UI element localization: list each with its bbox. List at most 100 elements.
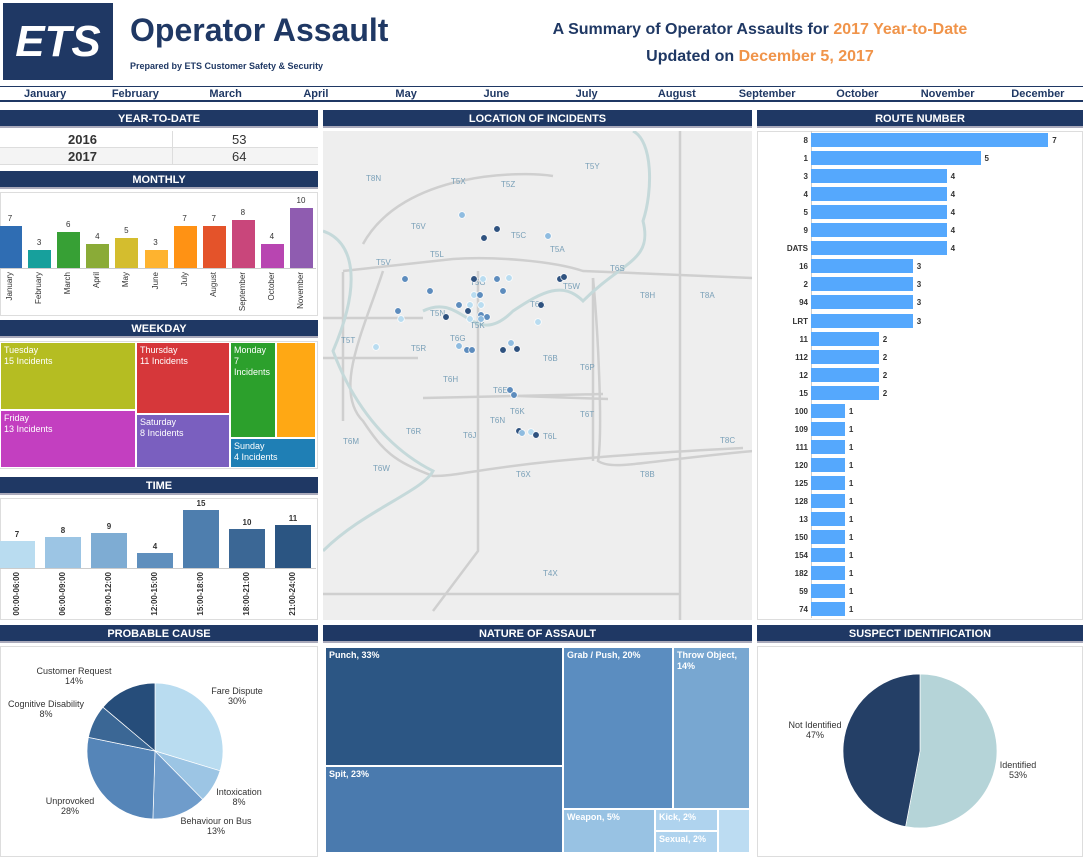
route-bar[interactable] xyxy=(811,205,947,220)
incident-dot[interactable] xyxy=(455,301,463,309)
weekday-cell-friday[interactable]: Friday 13 Incidents xyxy=(0,410,136,468)
incident-dot[interactable] xyxy=(468,346,476,354)
route-bar[interactable] xyxy=(811,530,845,545)
route-bar[interactable] xyxy=(811,566,845,581)
weekday-cell-thursday[interactable]: Thursday 11 Incidents xyxy=(136,342,230,414)
monthly-bar[interactable] xyxy=(57,232,81,268)
incident-dot[interactable] xyxy=(476,291,484,299)
route-bar[interactable] xyxy=(811,169,947,184)
month-filter-may[interactable]: May xyxy=(395,88,417,100)
monthly-bar[interactable] xyxy=(144,250,168,268)
incident-dot[interactable] xyxy=(499,346,507,354)
nature-cell[interactable]: Weapon, 5% xyxy=(563,809,655,853)
incident-dot[interactable] xyxy=(507,339,515,347)
month-filter-april[interactable]: April xyxy=(303,88,329,100)
incident-dot[interactable] xyxy=(470,291,478,299)
nature-cell[interactable]: Kick, 2% xyxy=(655,809,718,831)
incident-dot[interactable] xyxy=(442,313,450,321)
month-filter-october[interactable]: October xyxy=(836,88,879,100)
incident-dot[interactable] xyxy=(493,275,501,283)
incident-dot[interactable] xyxy=(372,343,380,351)
time-bar[interactable] xyxy=(275,525,311,568)
route-bar[interactable] xyxy=(811,457,845,472)
incident-dot[interactable] xyxy=(477,301,485,309)
route-bar[interactable] xyxy=(811,439,845,454)
route-bar[interactable] xyxy=(811,223,947,238)
pie-slice[interactable] xyxy=(905,673,998,829)
incident-dot[interactable] xyxy=(401,275,409,283)
incident-dot[interactable] xyxy=(397,315,405,323)
incident-dot[interactable] xyxy=(480,234,488,242)
month-filter-july[interactable]: July xyxy=(575,88,598,100)
time-bar[interactable] xyxy=(91,533,127,568)
weekday-cell-other[interactable] xyxy=(276,342,316,438)
pie-slice[interactable] xyxy=(86,736,156,820)
incident-dot[interactable] xyxy=(466,315,474,323)
pie-slice[interactable] xyxy=(102,682,156,752)
incident-dot[interactable] xyxy=(483,313,491,321)
time-bar[interactable] xyxy=(45,537,81,568)
monthly-bar[interactable] xyxy=(173,226,197,268)
pie-slice[interactable] xyxy=(842,673,921,828)
month-filter-january[interactable]: January xyxy=(24,88,67,100)
pie-slice[interactable] xyxy=(154,682,224,772)
time-bar[interactable] xyxy=(137,552,173,568)
route-bar[interactable] xyxy=(811,602,845,617)
route-bar[interactable] xyxy=(811,349,879,364)
month-filter-february[interactable]: February xyxy=(111,88,159,100)
monthly-bar[interactable] xyxy=(0,226,22,268)
incident-dot[interactable] xyxy=(560,273,568,281)
incident-dot[interactable] xyxy=(532,431,540,439)
nature-cell[interactable]: Spit, 23% xyxy=(325,766,563,853)
route-bar[interactable] xyxy=(811,133,1049,147)
route-bar[interactable] xyxy=(811,241,947,256)
incident-dots[interactable] xyxy=(372,211,568,439)
weekday-cell-sunday[interactable]: Sunday 4 Incidents xyxy=(230,438,316,468)
incident-dot[interactable] xyxy=(477,315,485,323)
route-bar[interactable] xyxy=(811,367,879,382)
incident-dot[interactable] xyxy=(466,301,474,309)
incident-dot[interactable] xyxy=(455,342,463,350)
month-filter-august[interactable]: August xyxy=(657,88,696,100)
incident-dot[interactable] xyxy=(537,301,545,309)
incident-dot[interactable] xyxy=(534,318,542,326)
nature-cell[interactable]: Throw Object, 14% xyxy=(673,647,750,809)
month-filter-november[interactable]: November xyxy=(920,88,975,100)
route-bar[interactable] xyxy=(811,403,845,418)
route-bar[interactable] xyxy=(811,295,913,310)
route-bar[interactable] xyxy=(811,187,947,202)
monthly-bar[interactable] xyxy=(260,244,284,268)
weekday-cell-tuesday[interactable]: Tuesday 15 Incidents xyxy=(0,342,136,410)
monthly-bar[interactable] xyxy=(86,244,110,268)
monthly-bar[interactable] xyxy=(290,208,313,268)
route-bar[interactable] xyxy=(811,331,879,346)
month-filter-march[interactable]: March xyxy=(209,88,242,100)
incident-dot[interactable] xyxy=(513,345,521,353)
nature-cell[interactable]: Grab / Push, 20% xyxy=(563,647,673,809)
monthly-bar[interactable] xyxy=(231,220,255,268)
route-bar[interactable] xyxy=(811,548,845,563)
incident-dot[interactable] xyxy=(518,429,526,437)
monthly-bar[interactable] xyxy=(115,238,139,268)
nature-cell[interactable]: Punch, 33% xyxy=(325,647,563,766)
month-filter-september[interactable]: September xyxy=(738,88,796,100)
route-bar[interactable] xyxy=(811,151,981,166)
incident-dot[interactable] xyxy=(426,287,434,295)
route-bar[interactable] xyxy=(811,512,845,527)
month-filter-june[interactable]: June xyxy=(483,88,510,100)
incident-map[interactable]: T8N T5X T5Z T5Y T6V T5C T5A T5L T5V T6S T5G T5W T8H T… xyxy=(323,131,752,620)
incident-dot[interactable] xyxy=(458,211,466,219)
route-bar[interactable] xyxy=(811,584,845,599)
monthly-bar[interactable] xyxy=(28,250,52,268)
incident-dot[interactable] xyxy=(505,274,513,282)
incident-dot[interactable] xyxy=(479,275,487,283)
nature-cell[interactable] xyxy=(718,809,750,853)
pie-slice[interactable] xyxy=(152,750,204,820)
incident-dot[interactable] xyxy=(464,307,472,315)
route-bar[interactable] xyxy=(811,277,913,292)
monthly-bar[interactable] xyxy=(202,226,226,268)
route-bar[interactable] xyxy=(811,421,845,436)
incident-dot[interactable] xyxy=(510,391,518,399)
route-bar[interactable] xyxy=(811,494,845,508)
time-bar[interactable] xyxy=(229,529,265,568)
